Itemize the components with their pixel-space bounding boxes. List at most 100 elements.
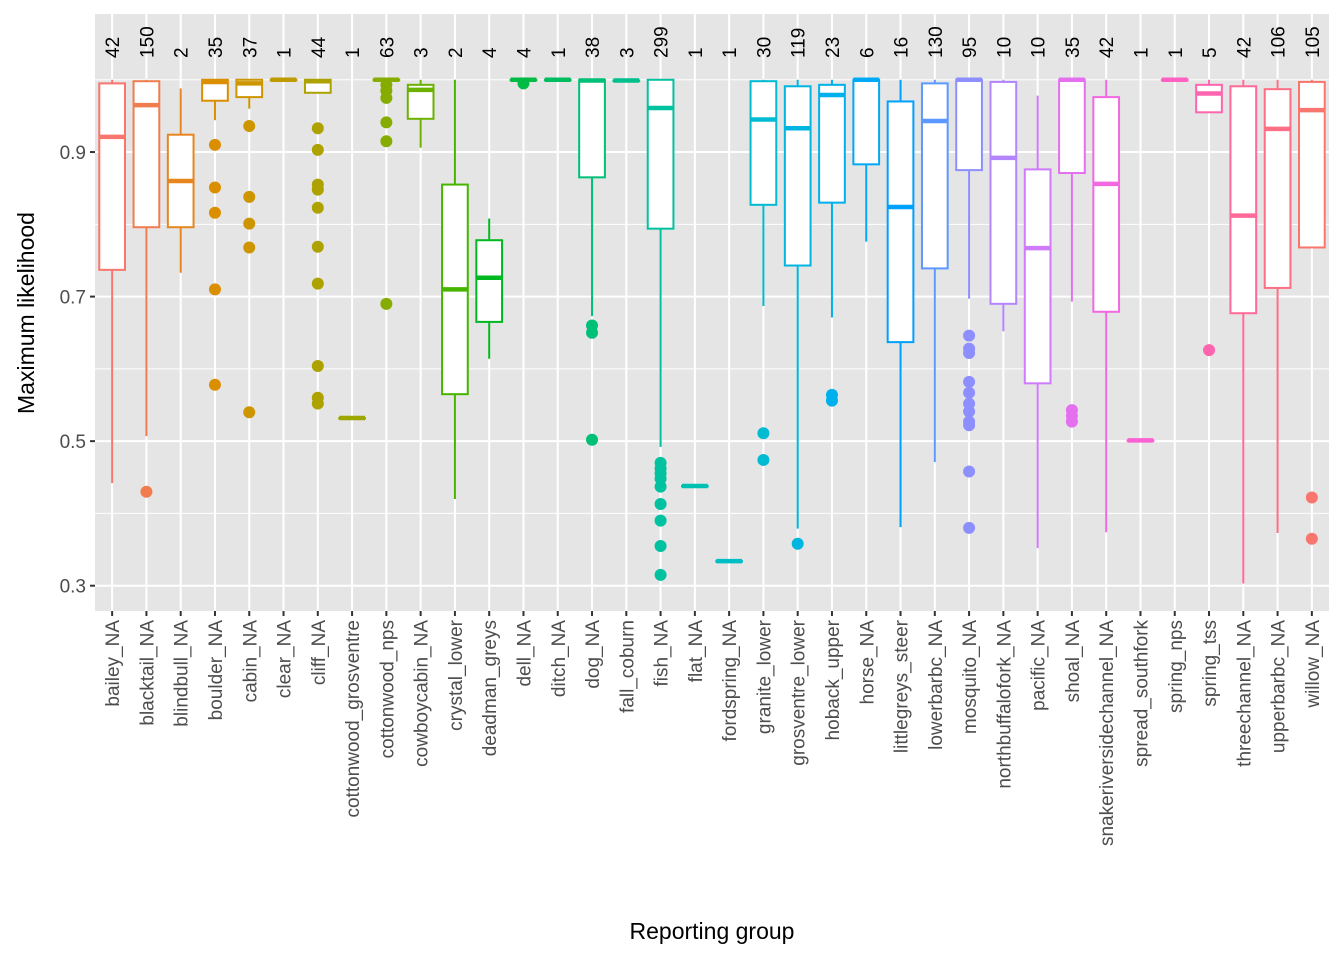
box-cottonwood_nps (372, 77, 401, 310)
x-tick-label: snakeriversidechannel_NA (1097, 620, 1118, 846)
outlier-point (380, 91, 393, 104)
x-tick-label: cowboycabin_NA (412, 620, 433, 767)
outlier-point (208, 181, 221, 194)
y-tick-label: 0.5 (60, 432, 86, 453)
x-tick-label: grosventre_lower (789, 619, 810, 765)
box-cliff_NA (303, 78, 332, 410)
count-label: 1 (1166, 47, 1187, 58)
count-label: 1 (275, 47, 296, 58)
count-label: 4 (480, 47, 501, 58)
x-tick-label: crystal_lower (446, 619, 467, 731)
x-tick-label: cliff_NA (309, 620, 330, 685)
outlier-point (654, 514, 667, 527)
x-tick-label: threechannel_NA (1234, 620, 1255, 767)
grid-minor (95, 79, 1329, 514)
outlier-point (208, 206, 221, 219)
count-labels: 42 150 2 35 37 1 44 1 63 3 2 4 4 1 38 3 299 1 1 30 119 23 6 16 1… (103, 26, 1324, 58)
outlier-point (963, 405, 976, 418)
box-clear_NA (269, 77, 298, 83)
box-northbuffalofork_NA (989, 79, 1018, 332)
box-iqr (852, 78, 881, 166)
x-tick-label: blacktail_NA (137, 620, 158, 726)
count-label: 37 (240, 37, 261, 58)
outlier-point (311, 397, 324, 410)
box-spread_southfork (1126, 438, 1155, 443)
count-label: 4 (514, 47, 535, 58)
outlier-point (311, 240, 324, 253)
box-iqr (749, 80, 778, 206)
y-axis: 0.3 0.5 0.7 0.9 (60, 143, 95, 598)
count-label: 130 (926, 26, 947, 58)
outlier-point (311, 143, 324, 156)
box-pacific_NA (1023, 95, 1052, 549)
box-spring_nps (1160, 77, 1189, 83)
x-tick-label: upperbarbc_NA (1269, 620, 1290, 753)
box-hoback_upper (818, 79, 846, 407)
x-tick-label: ditch_NA (549, 620, 570, 697)
x-tick-label: granite_lower (754, 619, 775, 734)
outlier-point (208, 138, 221, 151)
outlier-point (380, 116, 393, 129)
x-tick-label: dog_NA (583, 620, 604, 689)
outlier-point (654, 539, 667, 552)
box-fordspring_NA (715, 558, 743, 564)
box-iqr (920, 82, 949, 270)
outlier-point (963, 419, 976, 432)
outlier-point (208, 283, 221, 296)
box-littlegreys_steer (886, 79, 915, 528)
outlier-point (586, 433, 599, 446)
count-label: 119 (789, 28, 810, 58)
outlier-point (963, 521, 976, 534)
x-tick-label: horse_NA (857, 620, 878, 705)
count-label: 5 (1200, 47, 1221, 58)
box-horse_NA (852, 77, 881, 242)
count-label: 42 (103, 37, 124, 58)
count-label: 38 (583, 37, 604, 58)
count-label: 1 (343, 47, 364, 58)
x-tick-label: flat_NA (686, 620, 707, 683)
x-tick-label: bailey_NA (103, 620, 124, 707)
count-label: 6 (857, 47, 878, 58)
x-tick-label: hoback_upper (823, 619, 844, 740)
box-dog_NA (578, 78, 606, 446)
count-label: 105 (1303, 26, 1324, 58)
x-tick-label: shoal_NA (1063, 620, 1084, 703)
box-iqr (1023, 168, 1052, 385)
outlier-point (757, 453, 770, 466)
outlier-point (311, 122, 324, 135)
outlier-point (1203, 344, 1216, 357)
box-iqr (646, 78, 675, 230)
outlier-point (517, 77, 530, 90)
y-tick-label: 0.7 (60, 288, 86, 309)
box-shoal_NA (1058, 77, 1086, 428)
outlier-point (311, 201, 324, 214)
count-label: 1 (549, 47, 570, 58)
count-label: 63 (377, 37, 398, 58)
box-iqr (1263, 88, 1292, 289)
x-tick-label: spring_tss (1200, 620, 1221, 707)
count-label: 44 (309, 36, 330, 58)
x-axis-title: Reporting group (630, 918, 795, 944)
boxes (98, 77, 1326, 584)
box-cabin_NA (235, 78, 264, 419)
count-label: 95 (960, 37, 981, 58)
box-iqr (818, 83, 846, 204)
box-boulder_NA (201, 78, 229, 391)
box-ditch_NA (543, 77, 572, 83)
box-iqr (1195, 83, 1223, 114)
outlier-point (243, 241, 256, 254)
count-label: 1 (1131, 47, 1152, 58)
outlier-point (311, 359, 324, 372)
box-dell_NA (509, 77, 538, 90)
count-label: 30 (754, 37, 775, 58)
box-threechannel_NA (1229, 79, 1258, 584)
box-cottonwood_grosventre (338, 415, 366, 421)
count-label: 2 (172, 47, 193, 58)
box-bailey_NA (98, 79, 126, 484)
x-tick-label: littlegreys_steer (892, 619, 913, 753)
outlier-point (654, 568, 667, 581)
outlier-point (243, 120, 256, 133)
x-tick-label: cabin_NA (240, 620, 261, 703)
count-label: 35 (206, 37, 227, 58)
